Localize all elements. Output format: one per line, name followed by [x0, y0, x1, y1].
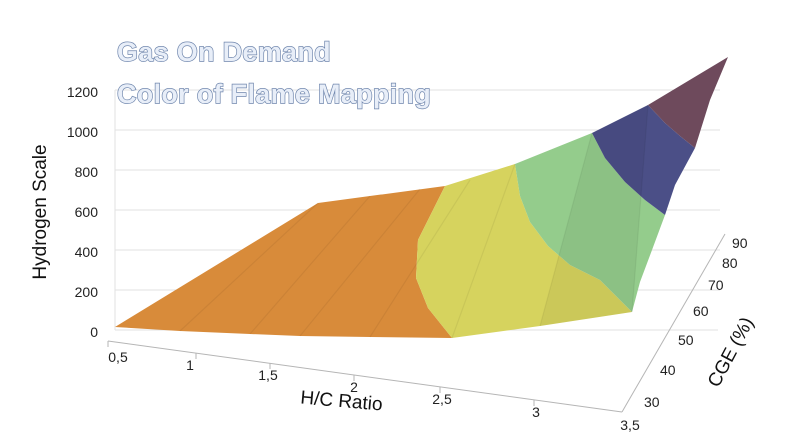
z-tick-label: 800: [75, 164, 99, 180]
x-tick-label: 1,5: [258, 367, 278, 383]
z-axis-ticks: 0 200 400 600 800 1000 1200: [67, 84, 98, 340]
y-tick-label: 30: [644, 394, 660, 410]
z-axis-label: Hydrogen Scale: [30, 144, 51, 279]
surface-region-navy: [592, 105, 695, 215]
axes: [107, 233, 726, 413]
z-tick-label: 400: [75, 244, 99, 260]
z-tick-label: 600: [75, 204, 99, 220]
surface: [115, 57, 728, 339]
x-tick-label: 2: [350, 379, 358, 395]
x-tick-label: 2,5: [432, 391, 452, 407]
x-tick-label: 0,5: [108, 349, 128, 365]
surface-region-purple: [648, 57, 728, 148]
chart-title-line: Color of Flame Mapping: [117, 79, 431, 109]
z-tick-label: 0: [90, 324, 98, 340]
z-tick-label: 200: [75, 284, 99, 300]
surface-region-green: [515, 133, 665, 312]
y-tick-label: 40: [660, 362, 676, 378]
y-axis-ticks: 30 40 50 60 70 80 90: [644, 235, 748, 410]
surface-region-yellow: [416, 164, 632, 338]
z-tick-label: 1200: [67, 84, 98, 100]
x-axis-label: H/C Ratio: [300, 387, 384, 415]
x-tick-label: 1: [186, 357, 194, 373]
surface-region-orange: [115, 186, 452, 338]
y-tick-label: 50: [678, 332, 694, 348]
y-axis-line: [621, 233, 726, 413]
chart-title: Gas On Demand Color of Flame Mapping: [116, 36, 431, 109]
x-tick-label: 3,5: [620, 417, 640, 433]
x-axis-line: [107, 340, 623, 413]
y-tick-label: 70: [708, 277, 724, 293]
z-tick-label: 1000: [67, 124, 98, 140]
chart-title-line: Gas On Demand: [117, 37, 331, 67]
y-tick-label: 90: [732, 235, 748, 251]
y-tick-label: 80: [722, 255, 738, 271]
y-tick-label: 60: [693, 303, 709, 319]
y-axis-label: CGE (%): [704, 314, 758, 391]
x-tick-label: 3: [532, 404, 540, 420]
x-axis-ticks: 0,5 1 1,5 2 2,5 3 3,5: [108, 349, 640, 433]
